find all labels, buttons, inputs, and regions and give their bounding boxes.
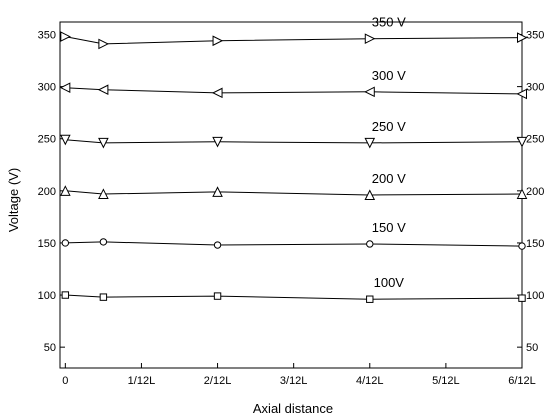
- y-tick-label-left: 250: [38, 134, 56, 146]
- data-point: [98, 188, 109, 199]
- y-tick-label-right: 150: [526, 238, 544, 250]
- series-line: [65, 190, 523, 196]
- data-point: [212, 136, 223, 148]
- y-tick-label-left: 150: [38, 238, 56, 250]
- data-point: [97, 84, 109, 96]
- data-point: [366, 295, 374, 303]
- data-point: [211, 87, 223, 99]
- series-layer: 350 V 300 V 250 V 200 V 150 V 100V: [59, 15, 528, 303]
- x-tick-label: 2/12L: [204, 375, 232, 387]
- data-point: [61, 239, 70, 247]
- x-tick-label: 1/12L: [128, 375, 156, 387]
- x-tick-label: 0: [62, 375, 68, 387]
- plot-area: [59, 21, 523, 369]
- data-point: [364, 33, 376, 44]
- series-label: 150 V: [372, 220, 406, 235]
- data-point: [364, 137, 376, 149]
- y-tick-label-right: 50: [526, 342, 538, 354]
- y-tick-label-right: 200: [526, 186, 544, 198]
- series-label: 100V: [374, 275, 405, 290]
- data-point: [60, 31, 71, 42]
- series-label: 350 V: [372, 15, 406, 30]
- data-point: [518, 294, 526, 302]
- data-point: [364, 189, 376, 200]
- data-point: [516, 136, 528, 148]
- series-line: [65, 87, 523, 95]
- y-tick-label-right: 300: [526, 82, 544, 94]
- data-point: [364, 86, 375, 98]
- y-tick-label-right: 350: [526, 30, 544, 42]
- data-point: [516, 88, 527, 100]
- series-line: [65, 139, 523, 144]
- x-axis-label: Axial distance: [253, 401, 333, 416]
- series-label: 250 V: [372, 119, 406, 134]
- y-tick-label-left: 200: [38, 186, 56, 198]
- data-point: [366, 240, 374, 248]
- series-350v: 350 V: [60, 15, 528, 50]
- x-axis: 0 1/12L 2/12L 3/12L 4/12L 5/12L 6/12L: [62, 363, 536, 387]
- x-tick-label: 3/12L: [280, 375, 308, 387]
- data-point: [517, 32, 528, 43]
- series-250v: 250 V: [60, 119, 528, 149]
- y-tick-label-left: 350: [38, 30, 56, 42]
- y-tick-label-right: 100: [526, 290, 544, 302]
- series-label: 300 V: [372, 68, 406, 83]
- y-tick-label-left: 100: [38, 290, 56, 302]
- left-y-axis: 50 100 150 200 250 300 350: [38, 30, 65, 354]
- data-point: [60, 185, 71, 196]
- plot-border: [59, 21, 523, 369]
- y-tick-label-left: 300: [38, 82, 56, 94]
- series-line: [65, 241, 523, 247]
- x-tick-label: 6/12L: [508, 375, 536, 387]
- y-axis-label: Voltage (V): [6, 168, 21, 232]
- data-point: [98, 137, 109, 149]
- data-point: [516, 188, 528, 199]
- series-100v: 100V: [61, 275, 526, 303]
- data-point: [99, 238, 108, 246]
- series-200v: 200 V: [60, 171, 528, 200]
- data-point: [518, 242, 526, 250]
- data-point: [212, 35, 224, 47]
- data-point: [213, 292, 222, 300]
- data-point: [98, 38, 110, 50]
- data-point: [213, 241, 222, 249]
- data-point: [61, 291, 70, 299]
- x-tick-label: 5/12L: [432, 375, 460, 387]
- x-tick-label: 4/12L: [356, 375, 384, 387]
- y-tick-label-left: 50: [44, 342, 56, 354]
- series-label: 200 V: [372, 171, 406, 186]
- data-point: [99, 293, 108, 301]
- series-150v: 150 V: [61, 220, 526, 250]
- series-300v: 300 V: [59, 68, 527, 100]
- y-tick-label-right: 250: [526, 134, 544, 146]
- data-point: [59, 82, 71, 93]
- series-line: [65, 294, 523, 300]
- data-point: [60, 134, 71, 146]
- series-line: [65, 36, 523, 45]
- data-point: [212, 186, 223, 197]
